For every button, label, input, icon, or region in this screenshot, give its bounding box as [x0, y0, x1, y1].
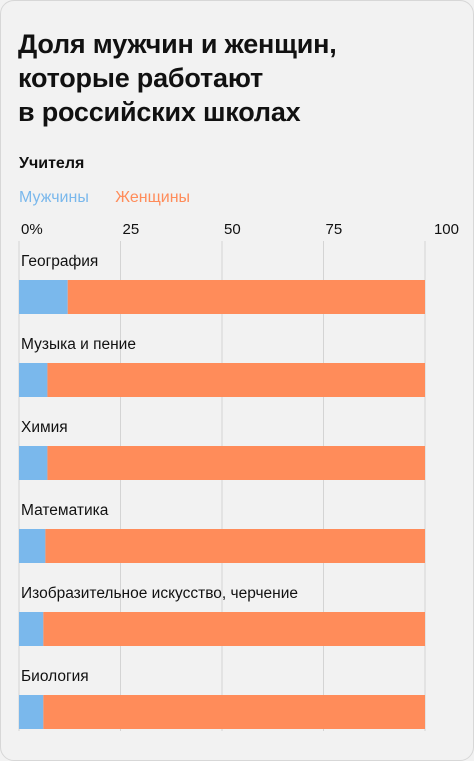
category-label: Музыка и пение: [21, 336, 136, 353]
legend: Мужчины Женщины: [19, 189, 212, 207]
bar-men: [19, 446, 48, 480]
bar-men: [19, 363, 48, 397]
bar-women: [45, 529, 425, 563]
bar-men: [19, 280, 68, 314]
x-tick-label: 50: [224, 221, 241, 238]
bar-women: [43, 612, 426, 646]
chart-subtitle: Учителя: [19, 155, 85, 172]
x-tick-label: 25: [123, 221, 140, 238]
bar-men: [19, 529, 46, 563]
category-label: Химия: [21, 419, 68, 436]
bar-women: [67, 280, 425, 314]
legend-men: Мужчины: [19, 189, 89, 206]
bar-women: [43, 695, 426, 729]
x-tick-label: 100: [434, 221, 459, 238]
bar-men: [19, 612, 44, 646]
category-label: Биология: [21, 668, 89, 685]
chart-title: Доля мужчин и женщин, которые работают в…: [18, 29, 337, 127]
bar-women: [47, 363, 426, 397]
category-label: Изобразительное искусство, черчение: [21, 585, 298, 602]
bar-men: [19, 695, 44, 729]
legend-women: Женщины: [115, 189, 191, 206]
x-tick-label: 0%: [21, 221, 43, 238]
category-label: География: [21, 253, 98, 270]
bar-women: [47, 446, 426, 480]
x-tick-label: 75: [326, 221, 343, 238]
category-label: Математика: [21, 502, 109, 519]
